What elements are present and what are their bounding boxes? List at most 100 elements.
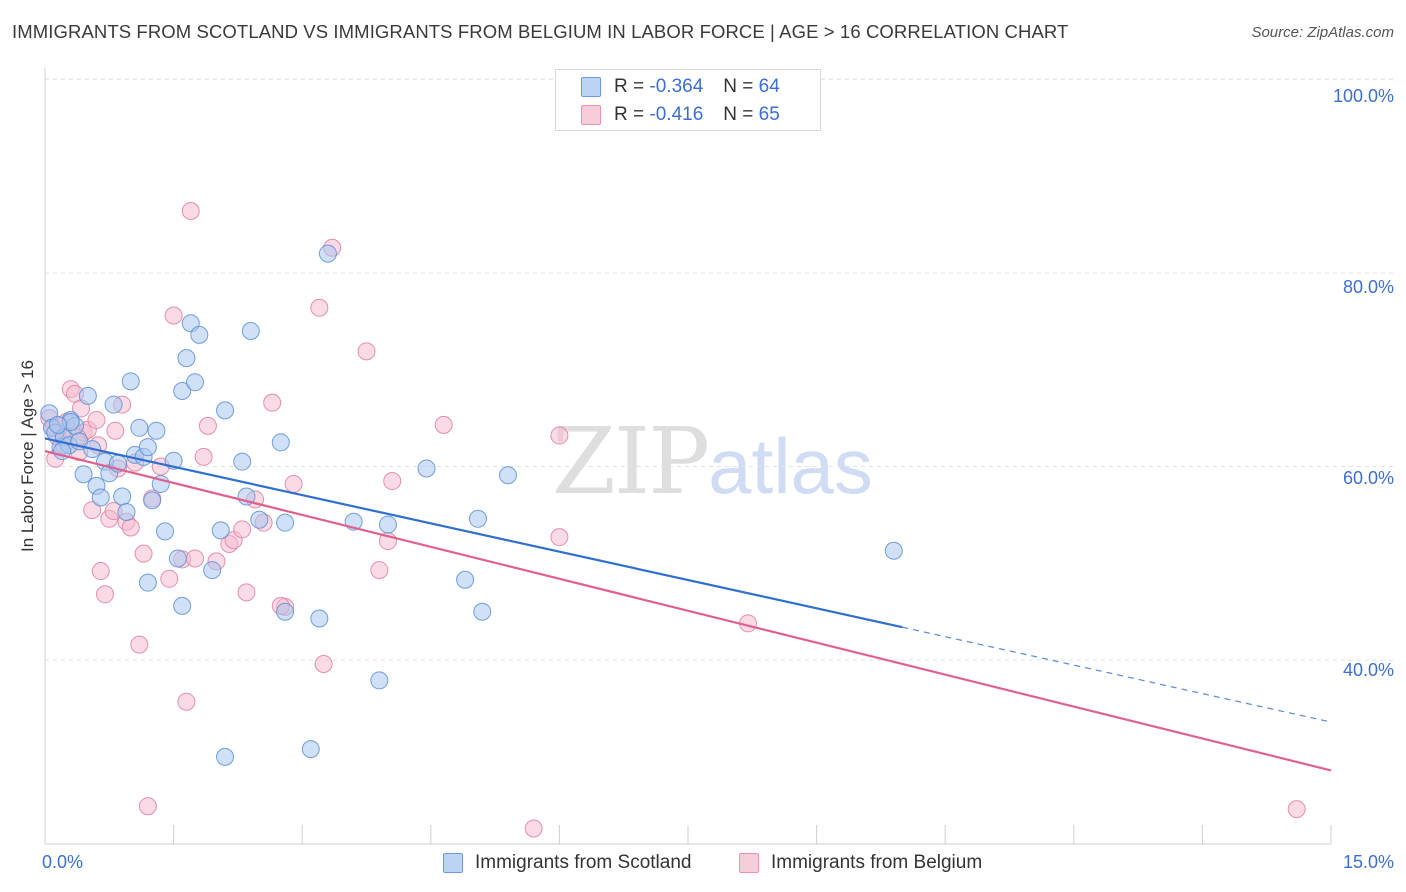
belgium-point bbox=[160, 569, 179, 588]
belgium-point bbox=[237, 583, 256, 602]
scotland-point bbox=[48, 415, 67, 434]
legend-row-scotland: R = -0.364 N = 64 bbox=[556, 73, 780, 101]
belgium-point bbox=[550, 528, 569, 547]
belgium-point bbox=[263, 393, 282, 412]
belgium-point bbox=[87, 411, 106, 430]
scotland-point bbox=[156, 522, 175, 541]
x-tick-label-max: 15.0% bbox=[1342, 852, 1394, 872]
belgium-point bbox=[134, 544, 153, 563]
scotland-point bbox=[138, 573, 157, 592]
scotland-point bbox=[417, 459, 436, 478]
belgium-point bbox=[314, 654, 333, 673]
legend-item-scotland[interactable]: Immigrants from Scotland bbox=[443, 852, 691, 874]
belgium-point bbox=[130, 635, 149, 654]
belgium-point bbox=[198, 416, 217, 435]
legend-n-label: N = bbox=[723, 104, 754, 125]
legend-r-value: -0.416 bbox=[649, 104, 704, 125]
belgium-point bbox=[370, 561, 389, 580]
belgium-point bbox=[83, 501, 102, 520]
scotland-point bbox=[498, 466, 517, 485]
legend-belgium-label: Immigrants from Belgium bbox=[771, 852, 983, 873]
belgium-point bbox=[383, 472, 402, 491]
chart-title: IMMIGRANTS FROM SCOTLAND VS IMMIGRANTS F… bbox=[12, 21, 1069, 42]
scotland-point bbox=[378, 515, 397, 534]
scotland-trend-extension bbox=[902, 626, 1332, 723]
scotland-point bbox=[211, 521, 230, 540]
scotland-point bbox=[216, 401, 235, 420]
scotland-point bbox=[301, 740, 320, 759]
scotland-point bbox=[310, 609, 329, 628]
legend-r-label: R = bbox=[614, 76, 645, 97]
belgium-point bbox=[106, 421, 125, 440]
scotland-point bbox=[884, 541, 903, 560]
scotland-point bbox=[143, 491, 162, 510]
scotland-point bbox=[177, 349, 196, 368]
belgium-point bbox=[121, 518, 140, 537]
scotland-point bbox=[138, 438, 157, 457]
scotland-point bbox=[117, 503, 136, 522]
scotland-point bbox=[168, 549, 187, 568]
scotland-point bbox=[74, 465, 93, 484]
scotland-point bbox=[147, 421, 166, 440]
belgium-point bbox=[96, 585, 115, 604]
legend-item-belgium[interactable]: Immigrants from Belgium bbox=[739, 852, 982, 874]
belgium-point bbox=[310, 298, 329, 317]
source-label: Source: ZipAtlas.com bbox=[1251, 24, 1394, 41]
belgium-point bbox=[194, 447, 213, 466]
belgium-point bbox=[1287, 800, 1306, 819]
legend-n-value: 64 bbox=[758, 76, 780, 97]
scotland-point bbox=[190, 325, 209, 344]
scotland-point bbox=[216, 747, 235, 766]
scotland-point bbox=[241, 322, 260, 341]
y-tick-label-60: 60.0% bbox=[1342, 468, 1394, 488]
y-tick-label-40: 40.0% bbox=[1342, 660, 1394, 680]
legend-n-label: N = bbox=[723, 76, 754, 97]
scotland-point bbox=[113, 487, 132, 506]
belgium-point bbox=[357, 342, 376, 361]
scotland-point bbox=[91, 488, 110, 507]
scotland-point bbox=[370, 671, 389, 690]
scotland-point bbox=[456, 570, 475, 589]
scotland-point bbox=[121, 372, 140, 391]
scotland-point bbox=[473, 602, 492, 621]
belgium-point bbox=[284, 474, 303, 493]
belgium-point bbox=[233, 520, 252, 539]
legend-n-value: 65 bbox=[758, 104, 780, 125]
legend-r-label: R = bbox=[614, 104, 645, 125]
belgium-point bbox=[177, 692, 196, 711]
belgium-point bbox=[91, 562, 110, 581]
belgium-swatch bbox=[739, 853, 759, 873]
scotland-swatch bbox=[443, 853, 463, 873]
scotland-swatch bbox=[581, 77, 601, 97]
scotland-point bbox=[173, 382, 192, 401]
scotland-point bbox=[104, 395, 123, 414]
y-tick-label-80: 80.0% bbox=[1342, 277, 1394, 297]
y-axis-title: In Labor Force | Age > 16 bbox=[18, 359, 37, 553]
belgium-point bbox=[524, 819, 543, 838]
scotland-point bbox=[318, 244, 337, 263]
belgium-point bbox=[138, 797, 157, 816]
belgium-point bbox=[550, 426, 569, 445]
legend-scotland-label: Immigrants from Scotland bbox=[475, 852, 692, 873]
scotland-point bbox=[78, 386, 97, 405]
scotland-point bbox=[233, 452, 252, 471]
legend-row-belgium: R = -0.416 N = 65 bbox=[556, 101, 780, 129]
scotland-point bbox=[250, 510, 269, 529]
scotland-trend-line bbox=[44, 437, 903, 629]
scotland-point bbox=[468, 509, 487, 528]
scotland-point bbox=[276, 602, 295, 621]
correlation-legend: R = -0.364 N = 64 R = -0.416 N = 65 bbox=[555, 69, 821, 131]
series-legend: Immigrants from Scotland Immigrants from… bbox=[0, 852, 1406, 878]
belgium-point bbox=[164, 306, 183, 325]
belgium-point bbox=[434, 415, 453, 434]
belgium-trend-line bbox=[44, 449, 1332, 772]
y-tick-label-100: 100.0% bbox=[1332, 86, 1394, 106]
scotland-point bbox=[186, 373, 205, 392]
scotland-point bbox=[173, 596, 192, 615]
belgium-point bbox=[186, 549, 205, 568]
legend-r-value: -0.364 bbox=[649, 76, 704, 97]
x-tick-label-min: 0.0% bbox=[42, 852, 84, 872]
belgium-swatch bbox=[581, 105, 601, 125]
scotland-point bbox=[130, 418, 149, 437]
